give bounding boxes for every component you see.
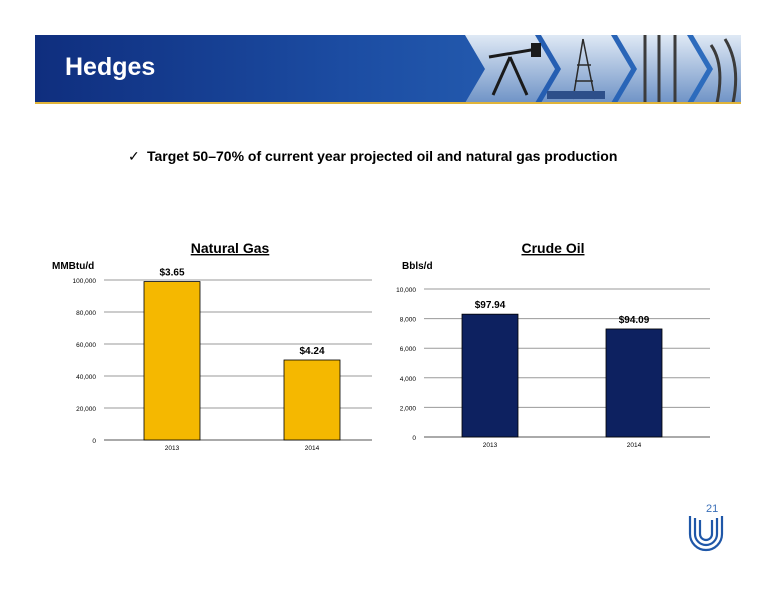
header-accent-rule: [35, 102, 741, 104]
bar: [605, 328, 663, 438]
company-logo: [688, 516, 724, 552]
y-tick-label: 8,000: [400, 317, 417, 324]
y-tick-label: 2,000: [400, 405, 417, 412]
y-axis-label: MMBtu/d: [52, 261, 94, 272]
bar: [461, 313, 519, 438]
y-tick-label: 0: [92, 438, 96, 445]
data-label: $94.09: [619, 315, 650, 326]
y-tick-label: 20,000: [76, 406, 96, 413]
y-tick-label: 80,000: [76, 310, 96, 317]
y-tick-label: 6,000: [400, 346, 417, 353]
page-number: 21: [706, 503, 719, 515]
x-tick-label: 2013: [165, 445, 180, 452]
chart-title: Natural Gas: [191, 240, 270, 256]
y-tick-label: 100,000: [73, 278, 97, 285]
y-tick-label: 10,000: [396, 287, 416, 294]
bar: [143, 281, 201, 441]
crude-oil-chart: Crude Oil Bbls/d 0 2,000 4,000 6,000 8,000 10,0…: [396, 240, 710, 449]
x-tick-label: 2014: [305, 445, 320, 452]
x-tick-label: 2013: [483, 442, 498, 449]
oilfield-photo-collage: [465, 35, 741, 103]
page-title: Hedges: [65, 53, 156, 81]
natural-gas-chart: Natural Gas MMBtu/d 0 20,000 40,000 60,000 80,…: [52, 240, 372, 452]
y-tick-label: 4,000: [400, 376, 417, 383]
data-label: $97.94: [475, 300, 506, 311]
bullet-point: ✓ Target 50–70% of current year projected…: [128, 148, 617, 165]
y-axis-label: Bbls/d: [402, 261, 433, 272]
bullet-text: Target 50–70% of current year projected …: [147, 148, 618, 164]
y-tick-label: 40,000: [76, 374, 96, 381]
y-tick-label: 0: [412, 435, 416, 442]
header-banner: Hedges: [35, 35, 741, 103]
check-icon: ✓: [128, 148, 140, 164]
data-label: $3.65: [159, 268, 184, 279]
y-tick-label: 60,000: [76, 342, 96, 349]
x-tick-label: 2014: [627, 442, 642, 449]
bar: [283, 359, 341, 441]
chart-title: Crude Oil: [521, 240, 584, 256]
data-label: $4.24: [299, 346, 324, 357]
